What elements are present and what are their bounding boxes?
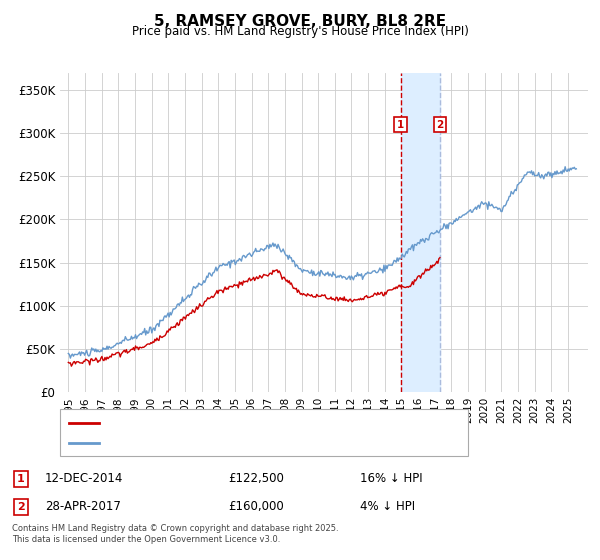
Text: 2: 2 [17, 502, 25, 512]
Text: 5, RAMSEY GROVE, BURY, BL8 2RE (semi-detached house): 5, RAMSEY GROVE, BURY, BL8 2RE (semi-det… [104, 418, 407, 428]
Text: 12-DEC-2014: 12-DEC-2014 [45, 472, 124, 486]
Text: £160,000: £160,000 [228, 500, 284, 514]
Text: Contains HM Land Registry data © Crown copyright and database right 2025.: Contains HM Land Registry data © Crown c… [12, 524, 338, 533]
Text: 4% ↓ HPI: 4% ↓ HPI [360, 500, 415, 514]
Text: 28-APR-2017: 28-APR-2017 [45, 500, 121, 514]
Text: 5, RAMSEY GROVE, BURY, BL8 2RE: 5, RAMSEY GROVE, BURY, BL8 2RE [154, 14, 446, 29]
Text: Price paid vs. HM Land Registry's House Price Index (HPI): Price paid vs. HM Land Registry's House … [131, 25, 469, 38]
Text: 2: 2 [436, 120, 444, 129]
Text: 1: 1 [397, 120, 404, 129]
Text: HPI: Average price, semi-detached house, Bury: HPI: Average price, semi-detached house,… [104, 438, 350, 448]
Bar [401, 73, 440, 392]
Text: 1: 1 [17, 474, 25, 484]
Text: £122,500: £122,500 [228, 472, 284, 486]
Text: 16% ↓ HPI: 16% ↓ HPI [360, 472, 422, 486]
Text: This data is licensed under the Open Government Licence v3.0.: This data is licensed under the Open Gov… [12, 535, 280, 544]
